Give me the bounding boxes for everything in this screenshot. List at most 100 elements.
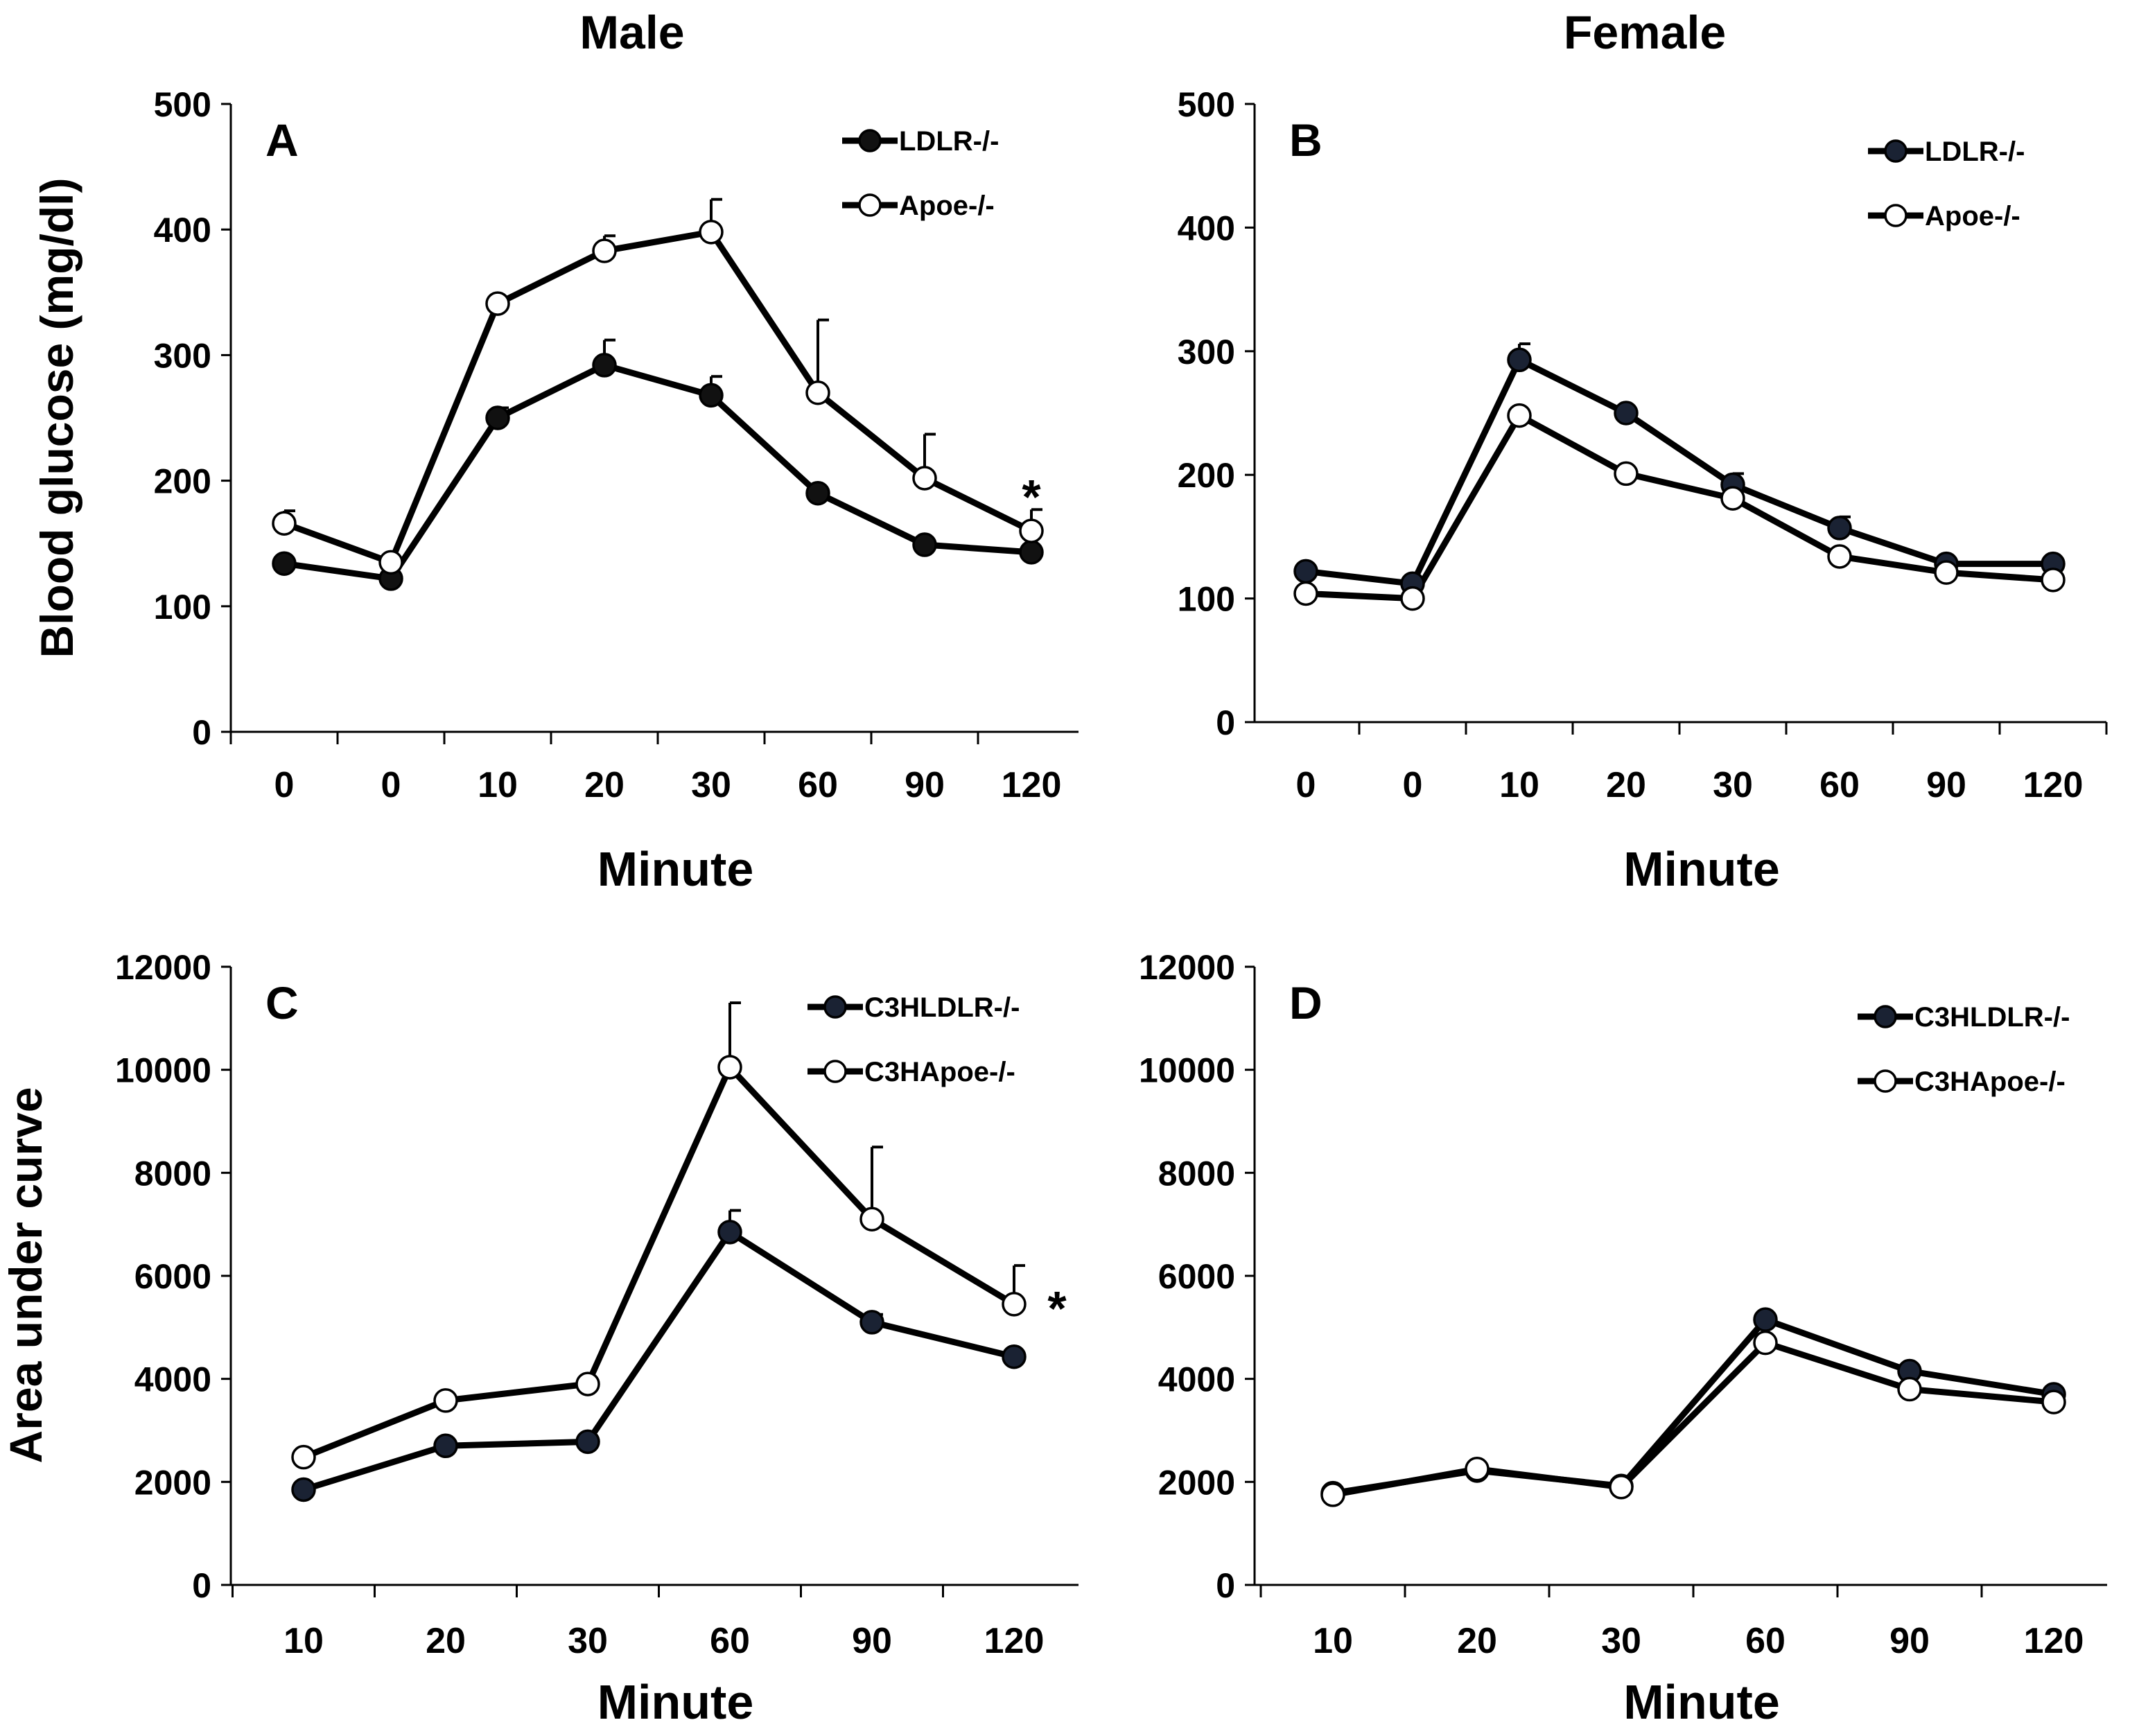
legend-label: C3HApoe-/-: [1914, 1067, 2066, 1097]
x-axis-label: Minute: [597, 1675, 754, 1729]
x-tick-label: 120: [984, 1621, 1045, 1661]
data-point-open: [592, 238, 617, 263]
y-tick-label: 200: [154, 462, 211, 501]
data-point-open: [912, 466, 937, 491]
female-heading: Female: [1564, 6, 1726, 59]
y-tick-label: 100: [1178, 580, 1235, 619]
data-point-filled: [1507, 347, 1532, 373]
data-point-filled: [805, 480, 830, 506]
data-point-open: [1897, 1376, 1922, 1402]
y-tick-label: 10000: [115, 1051, 211, 1090]
legend-marker: [858, 193, 882, 217]
data-point-filled: [1293, 559, 1318, 584]
x-tick-label: 30: [568, 1621, 608, 1661]
legend-marker: [1874, 1005, 1897, 1028]
y-tick-label: 4000: [1158, 1360, 1235, 1399]
y-tick-label: 12000: [115, 948, 211, 987]
data-point-filled: [1753, 1307, 1778, 1332]
series-line-open: [1332, 1340, 2054, 1498]
x-tick-label: 20: [1606, 765, 1646, 805]
y-axis-label: Blood glucose (mg/dl): [31, 178, 82, 658]
y-tick-label: 8000: [134, 1154, 211, 1193]
data-point-open: [485, 291, 510, 316]
x-tick-label: 10: [283, 1621, 324, 1661]
legend-marker: [823, 1060, 847, 1083]
y-tick-label: 400: [154, 211, 211, 249]
x-tick-label: 30: [691, 765, 731, 805]
y-tick-label: 400: [1178, 209, 1235, 247]
legend-marker: [1884, 139, 1907, 163]
series-line-open: [302, 1064, 1016, 1460]
x-tick-label: 90: [852, 1621, 892, 1661]
x-tick-label: 60: [710, 1621, 750, 1661]
x-tick-label: 60: [1819, 765, 1860, 805]
x-axis-label: Minute: [1623, 842, 1780, 896]
data-point-open: [1614, 461, 1639, 486]
y-tick-label: 0: [192, 1566, 211, 1605]
data-point-open: [2041, 568, 2066, 593]
data-point-filled: [717, 1220, 742, 1245]
data-point-open: [1400, 586, 1425, 611]
x-tick-label: 0: [1296, 765, 1316, 805]
y-tick-label: 2000: [134, 1463, 211, 1502]
legend-label: LDLR-/-: [1925, 137, 2025, 167]
x-tick-label: 20: [584, 765, 625, 805]
x-tick-label: 30: [1601, 1621, 1641, 1661]
y-tick-label: 0: [1216, 703, 1235, 742]
x-tick-label: 90: [1926, 765, 1966, 805]
y-tick-label: 0: [1216, 1566, 1235, 1605]
x-tick-label: 0: [1403, 765, 1423, 805]
y-tick-label: 6000: [1158, 1257, 1235, 1296]
x-tick-label: 90: [905, 765, 945, 805]
data-point-open: [805, 380, 830, 405]
y-tick-label: 2000: [1158, 1463, 1235, 1502]
y-tick-label: 4000: [134, 1360, 211, 1399]
significance-asterisk: *: [1047, 1281, 1067, 1335]
x-tick-label: 60: [1745, 1621, 1786, 1661]
data-point-open: [575, 1371, 600, 1396]
series-line-open: [1305, 412, 2054, 602]
x-tick-label: 20: [426, 1621, 466, 1661]
data-point-filled: [485, 405, 510, 430]
y-tick-label: 8000: [1158, 1154, 1235, 1193]
data-point-filled: [912, 532, 937, 557]
panel-b: 0 100 200 300 400 500 0 0 10 20 30 60 90 120 Minute B LD…: [1178, 85, 2108, 896]
data-point-filled: [1019, 540, 1044, 565]
data-point-open: [272, 511, 297, 536]
x-tick-label: 10: [1313, 1621, 1353, 1661]
data-point-open: [1507, 403, 1532, 428]
legend-label: C3HApoe-/-: [864, 1057, 1015, 1087]
data-point-filled: [1614, 401, 1639, 426]
male-heading: Male: [579, 6, 684, 59]
panel-letter: B: [1289, 114, 1322, 166]
x-axis-label: Minute: [1623, 1675, 1780, 1729]
y-tick-label: 10000: [1139, 1051, 1235, 1090]
legend-label: C3HLDLR-/-: [864, 992, 1020, 1023]
data-point-open: [1019, 518, 1044, 543]
legend-marker: [1884, 204, 1907, 227]
data-point-filled: [1002, 1344, 1027, 1369]
x-tick-label: 0: [274, 765, 295, 805]
legend-label: Apoe-/-: [1925, 201, 2020, 231]
data-point-open: [2041, 1389, 2066, 1414]
panel-letter: D: [1289, 977, 1322, 1028]
x-tick-label: 120: [2023, 765, 2084, 805]
x-tick-label: 120: [1002, 765, 1062, 805]
data-point-open: [1293, 581, 1318, 606]
y-tick-label: 500: [154, 85, 211, 124]
data-point-open: [1320, 1482, 1345, 1507]
y-tick-label: 0: [192, 713, 211, 752]
y-tick-label: 300: [1178, 333, 1235, 371]
data-point-open: [1753, 1330, 1778, 1356]
x-tick-label: 30: [1713, 765, 1753, 805]
data-point-filled: [592, 353, 617, 378]
data-point-filled: [699, 383, 724, 408]
legend-label: C3HLDLR-/-: [1914, 1002, 2070, 1033]
x-tick-label: 60: [798, 765, 838, 805]
data-point-open: [699, 220, 724, 245]
series-line-filled: [1305, 356, 2053, 587]
data-point-open: [291, 1444, 316, 1470]
panel-c: 0 2000 4000 6000 8000 10000 12000 10 20 30 60 90 120…: [0, 948, 1079, 1729]
panel-letter: C: [265, 977, 299, 1028]
data-point-open: [433, 1388, 458, 1413]
